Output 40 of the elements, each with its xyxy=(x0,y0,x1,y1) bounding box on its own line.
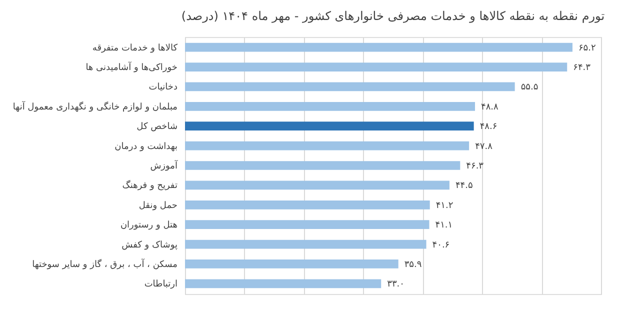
y-tick-label: کالاها و خدمات متفرقه xyxy=(92,43,178,54)
bar xyxy=(185,180,450,190)
bar xyxy=(185,279,382,288)
data-label: ۴۶.۳ xyxy=(466,162,484,172)
data-label: ۴۱.۲ xyxy=(436,200,454,211)
y-tick-label: آموزش xyxy=(150,160,178,172)
bar xyxy=(185,240,426,249)
data-label: ۴۸.۸ xyxy=(481,102,499,112)
bar xyxy=(185,102,476,111)
y-tick-label: مبلمان و لوازم خانگی و نگهداری معمول آنها xyxy=(12,100,178,112)
data-label: ۵۵.۵ xyxy=(520,82,538,93)
data-label: ۴۸.۶ xyxy=(480,122,498,132)
bar xyxy=(185,161,460,170)
data-label: ۴۱.۱ xyxy=(435,220,453,231)
bar xyxy=(185,200,430,210)
y-tick-label: هتل و رستوران xyxy=(120,220,178,231)
data-label: ۴۷.۸ xyxy=(475,142,493,152)
bar xyxy=(185,62,568,72)
y-tick-label: مسکن ، آب ، برق ، گاز و سایر سوختها xyxy=(32,258,178,270)
data-label: ۴۴.۵ xyxy=(455,181,473,192)
bar xyxy=(185,42,572,52)
y-tick-label: پوشاک و کفش xyxy=(122,240,178,250)
bar xyxy=(185,122,474,131)
bar xyxy=(185,141,470,150)
chart-title: تورم نقطه به نقطه کالاها و خدمات مصرفی خانوارهای کشور - مهر ماه ۱۴۰۴ (درصد) xyxy=(181,9,605,23)
y-tick-label: شاخص کل xyxy=(136,122,178,132)
data-label: ۳۳.۰ xyxy=(387,280,404,290)
y-tick-label: خوراکی‌ها و آشامیدنی ها xyxy=(86,61,178,74)
bar xyxy=(185,82,515,92)
y-tick-label: ارتباطات xyxy=(144,280,178,290)
y-tick-label: تفریح و فرهنگ xyxy=(122,179,178,192)
data-label: ۶۵.۲ xyxy=(578,43,596,54)
data-label: ۳۵.۹ xyxy=(404,260,422,270)
bar xyxy=(185,260,398,268)
bar xyxy=(185,220,430,230)
y-tick-label: دخانیات xyxy=(148,82,178,93)
data-label: ۴۰.۶ xyxy=(432,240,450,250)
data-label: ۶۴.۳ xyxy=(573,63,591,74)
y-tick-label: بهداشت و درمان xyxy=(114,142,178,152)
y-tick-label: حمل ونقل xyxy=(138,200,178,211)
